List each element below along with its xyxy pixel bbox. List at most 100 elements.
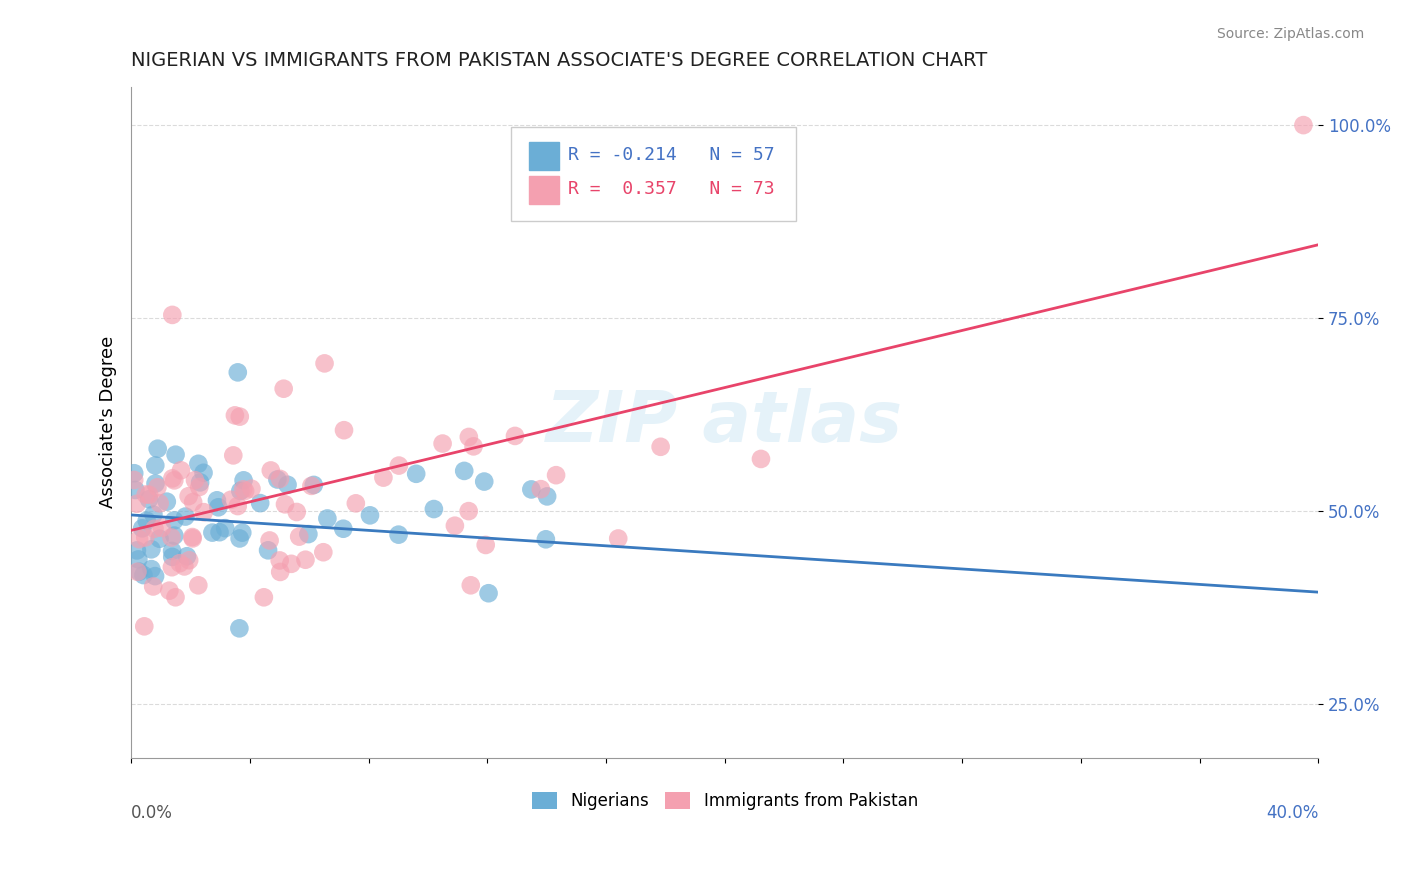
Point (285, 505, 308, 519)
Point (224, 409, 246, 423)
Point (179, 553, 201, 567)
Point (457, 430, 479, 444)
Point (141, 562, 163, 576)
Point (134, 619, 156, 633)
Point (534, 533, 557, 547)
Point (423, 502, 446, 516)
Point (233, 483, 256, 498)
Point (160, 531, 183, 545)
Point (138, 492, 160, 507)
Point (143, 458, 166, 473)
Point (127, 552, 149, 566)
Point (269, 553, 291, 567)
Point (269, 565, 291, 579)
Point (125, 543, 148, 558)
Point (316, 511, 339, 525)
Text: R = -0.214   N = 57: R = -0.214 N = 57 (568, 146, 775, 164)
Text: ZIP atlas: ZIP atlas (546, 388, 903, 457)
Point (503, 429, 526, 443)
Point (163, 474, 186, 488)
Point (226, 365, 249, 379)
Legend: Nigerians, Immigrants from Pakistan: Nigerians, Immigrants from Pakistan (524, 786, 925, 817)
Point (135, 514, 157, 528)
Point (138, 488, 160, 502)
Point (280, 557, 302, 571)
Point (142, 579, 165, 593)
Point (472, 475, 495, 489)
Point (187, 457, 209, 471)
Point (226, 499, 249, 513)
Point (240, 482, 263, 496)
Point (294, 552, 316, 566)
Point (162, 549, 184, 564)
Point (127, 565, 149, 579)
Point (193, 466, 215, 480)
Point (165, 591, 187, 605)
Point (266, 473, 288, 487)
Point (388, 458, 411, 473)
Text: NIGERIAN VS IMMIGRANTS FROM PAKISTAN ASSOCIATE'S DEGREE CORRELATION CHART: NIGERIAN VS IMMIGRANTS FROM PAKISTAN ASS… (131, 51, 987, 70)
Point (142, 508, 165, 522)
Point (160, 560, 183, 574)
Bar (529, 176, 558, 204)
Point (257, 543, 280, 558)
Point (312, 545, 335, 559)
Point (149, 496, 172, 510)
Point (277, 477, 299, 491)
Point (373, 470, 395, 484)
Text: R =  0.357   N = 73: R = 0.357 N = 73 (568, 179, 775, 198)
Point (228, 532, 250, 546)
Point (260, 463, 283, 477)
Point (173, 559, 195, 574)
Point (193, 505, 215, 519)
Point (405, 467, 427, 481)
Point (474, 538, 496, 552)
Text: 40.0%: 40.0% (1265, 805, 1319, 822)
Point (141, 542, 163, 557)
Point (188, 475, 211, 490)
Point (176, 549, 198, 564)
Point (359, 508, 381, 523)
Point (165, 448, 187, 462)
Point (231, 525, 253, 540)
Point (134, 530, 156, 544)
Point (162, 471, 184, 485)
Point (229, 483, 252, 498)
Point (146, 442, 169, 456)
Point (460, 578, 482, 592)
Point (249, 496, 271, 510)
Point (163, 513, 186, 527)
Point (302, 478, 325, 492)
Point (232, 483, 254, 497)
Point (131, 521, 153, 535)
Point (143, 569, 166, 583)
Point (207, 500, 229, 515)
Point (288, 530, 311, 544)
Point (188, 480, 211, 494)
Point (187, 578, 209, 592)
Point (344, 496, 367, 510)
Point (214, 521, 236, 535)
Point (181, 532, 204, 546)
Point (208, 525, 231, 540)
Point (229, 409, 252, 424)
Point (122, 467, 145, 481)
Point (536, 489, 558, 503)
Point (477, 586, 499, 600)
Point (274, 497, 297, 511)
Point (145, 476, 167, 491)
Point (122, 473, 145, 487)
Point (125, 497, 148, 511)
Y-axis label: Associate's Degree: Associate's Degree (100, 336, 117, 508)
Point (530, 482, 553, 496)
Point (146, 480, 169, 494)
Point (333, 423, 356, 437)
Point (299, 479, 322, 493)
Point (163, 528, 186, 542)
Bar (529, 142, 558, 170)
Point (520, 483, 543, 497)
Point (457, 504, 479, 518)
Point (432, 436, 454, 450)
Point (546, 468, 568, 483)
Point (150, 521, 173, 535)
